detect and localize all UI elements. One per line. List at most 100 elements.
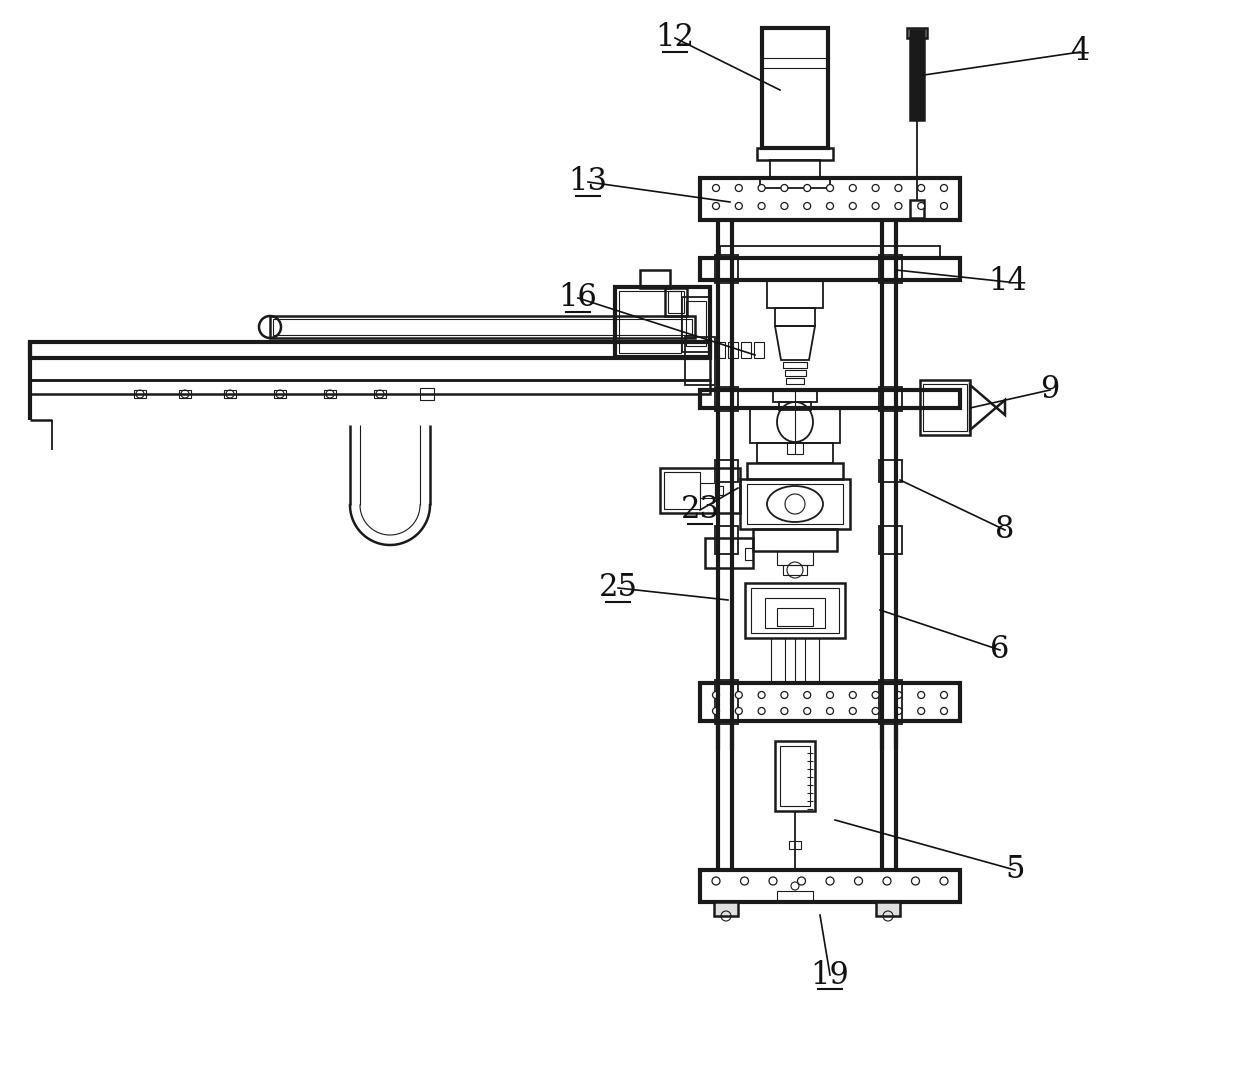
Bar	[920, 380, 970, 435]
Text: 9: 9	[1040, 374, 1060, 406]
Bar	[745, 583, 844, 638]
Bar	[746, 484, 843, 524]
Circle shape	[895, 202, 901, 210]
Circle shape	[827, 692, 833, 698]
Bar	[746, 463, 843, 479]
Bar	[782, 362, 807, 368]
Bar	[701, 683, 960, 721]
Bar	[768, 280, 823, 308]
Bar	[754, 342, 764, 358]
Circle shape	[849, 202, 857, 210]
Circle shape	[918, 202, 925, 210]
Bar	[775, 308, 815, 326]
Circle shape	[804, 202, 811, 210]
Bar	[686, 301, 706, 346]
Bar	[750, 408, 839, 443]
Circle shape	[797, 877, 806, 884]
Bar	[324, 390, 336, 398]
Circle shape	[872, 202, 879, 210]
Circle shape	[781, 202, 787, 210]
Bar	[775, 741, 815, 811]
Text: 6: 6	[991, 635, 1009, 665]
Bar	[879, 526, 901, 554]
Text: 19: 19	[811, 960, 849, 991]
Circle shape	[735, 708, 743, 714]
Bar	[879, 255, 901, 283]
Bar	[715, 486, 723, 495]
Bar	[765, 598, 825, 628]
Text: 5: 5	[1006, 854, 1024, 886]
Bar	[777, 551, 813, 565]
Bar	[701, 390, 960, 408]
Bar	[879, 387, 901, 411]
Circle shape	[758, 184, 765, 192]
Circle shape	[918, 184, 925, 192]
Circle shape	[940, 692, 947, 698]
Bar	[742, 342, 751, 358]
Circle shape	[740, 877, 749, 884]
Circle shape	[781, 708, 787, 714]
Bar	[910, 200, 924, 218]
Circle shape	[827, 184, 833, 192]
Bar	[714, 902, 738, 916]
Circle shape	[713, 692, 719, 698]
Bar	[875, 902, 900, 916]
Text: 23: 23	[681, 495, 719, 525]
Bar	[779, 402, 811, 410]
Bar	[715, 461, 738, 482]
Bar	[30, 380, 711, 394]
Bar	[753, 529, 837, 551]
Bar	[720, 246, 940, 258]
Circle shape	[735, 692, 743, 698]
Bar	[682, 297, 711, 352]
Bar	[270, 316, 694, 338]
Circle shape	[769, 877, 777, 884]
Bar	[773, 390, 817, 402]
Bar	[715, 526, 738, 554]
Circle shape	[849, 184, 857, 192]
Bar	[715, 680, 738, 724]
Circle shape	[804, 692, 811, 698]
Bar	[706, 538, 753, 568]
Circle shape	[804, 184, 811, 192]
Circle shape	[827, 202, 833, 210]
Bar	[179, 390, 191, 398]
Circle shape	[872, 184, 879, 192]
Circle shape	[849, 708, 857, 714]
Bar	[134, 390, 146, 398]
Bar	[30, 342, 711, 358]
Circle shape	[854, 877, 863, 884]
Text: 25: 25	[599, 572, 637, 604]
Bar	[224, 390, 236, 398]
Text: 16: 16	[558, 283, 598, 313]
Circle shape	[713, 202, 719, 210]
Bar	[660, 468, 740, 513]
Bar	[756, 148, 833, 160]
Bar	[640, 270, 670, 288]
Circle shape	[940, 708, 947, 714]
Bar	[665, 288, 687, 316]
Bar	[751, 587, 839, 633]
Circle shape	[895, 184, 901, 192]
Bar	[740, 479, 849, 529]
Bar	[786, 378, 804, 384]
Bar	[789, 841, 801, 849]
Bar	[763, 28, 828, 148]
Bar	[715, 342, 725, 358]
Bar	[910, 30, 924, 121]
Bar	[780, 746, 810, 806]
Bar	[879, 680, 901, 724]
Bar	[701, 483, 715, 498]
Bar	[782, 565, 807, 575]
Text: 8: 8	[996, 514, 1014, 546]
Bar	[701, 178, 960, 220]
Circle shape	[918, 708, 925, 714]
Bar	[684, 337, 715, 385]
Circle shape	[940, 184, 947, 192]
Circle shape	[940, 202, 947, 210]
Circle shape	[895, 692, 901, 698]
Bar	[668, 291, 684, 313]
Circle shape	[826, 877, 835, 884]
Circle shape	[781, 692, 787, 698]
Circle shape	[872, 692, 879, 698]
